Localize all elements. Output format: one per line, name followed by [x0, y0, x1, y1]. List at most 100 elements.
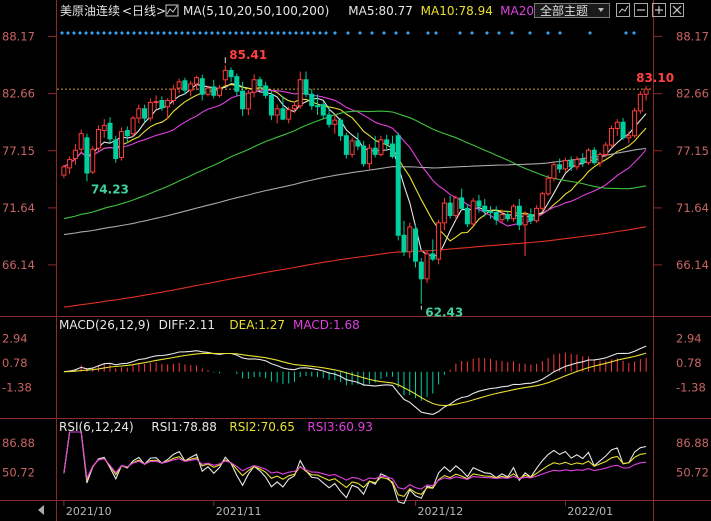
- high-annotation: 85.41: [229, 48, 267, 62]
- close-icon[interactable]: [670, 3, 684, 17]
- event-diamond-icon[interactable]: [120, 31, 124, 35]
- event-diamond-icon[interactable]: [102, 31, 106, 35]
- indicator-toggle-icon[interactable]: [165, 4, 179, 17]
- ma200-line: [63, 226, 647, 308]
- candle: [263, 81, 269, 99]
- candle: [614, 119, 620, 136]
- event-diamond-icon[interactable]: [288, 31, 292, 35]
- event-diamond-icon[interactable]: [252, 31, 256, 35]
- event-markers[interactable]: [60, 31, 636, 35]
- event-diamond-icon[interactable]: [558, 31, 562, 35]
- event-diamond-icon[interactable]: [276, 31, 280, 35]
- event-diamond-icon[interactable]: [434, 31, 438, 35]
- candle: [580, 153, 586, 167]
- event-diamond-icon[interactable]: [394, 31, 398, 35]
- price-tick-right-4: 66.14: [676, 258, 709, 272]
- price-annotations: 85.41 74.23 62.43 83.10: [91, 48, 674, 319]
- event-diamond-icon[interactable]: [306, 31, 310, 35]
- event-diamond-icon[interactable]: [96, 31, 100, 35]
- event-diamond-icon[interactable]: [270, 31, 274, 35]
- ma-legend-item-0: MA(5,10,20,50,100,200): [183, 4, 329, 18]
- event-diamond-icon[interactable]: [246, 31, 250, 35]
- event-diamond-icon[interactable]: [382, 31, 386, 35]
- candle: [315, 94, 321, 116]
- candle: [332, 115, 338, 134]
- event-diamond-icon[interactable]: [624, 31, 628, 35]
- plus-icon[interactable]: [652, 3, 666, 17]
- event-diamond-icon[interactable]: [264, 31, 268, 35]
- event-diamond-icon[interactable]: [78, 31, 82, 35]
- candle: [343, 132, 349, 159]
- event-diamond-icon[interactable]: [426, 31, 430, 35]
- event-diamond-icon[interactable]: [84, 31, 88, 35]
- event-diamond-icon[interactable]: [312, 31, 316, 35]
- chart-settings-icon[interactable]: [616, 3, 630, 17]
- event-diamond-icon[interactable]: [318, 31, 322, 35]
- theme-dropdown[interactable]: 全部主题: [534, 3, 610, 18]
- minus-icon[interactable]: [634, 3, 648, 17]
- event-diamond-icon[interactable]: [240, 31, 244, 35]
- event-diamond-icon[interactable]: [510, 31, 514, 35]
- event-diamond-icon[interactable]: [114, 31, 118, 35]
- event-diamond-icon[interactable]: [300, 31, 304, 35]
- event-diamond-icon[interactable]: [60, 31, 64, 35]
- event-diamond-icon[interactable]: [174, 31, 178, 35]
- event-diamond-icon[interactable]: [210, 31, 214, 35]
- event-diamond-icon[interactable]: [162, 31, 166, 35]
- event-diamond-icon[interactable]: [258, 31, 262, 35]
- event-diamond-icon[interactable]: [216, 31, 220, 35]
- candle: [130, 116, 136, 137]
- event-diamond-icon[interactable]: [470, 31, 474, 35]
- event-diamond-icon[interactable]: [546, 31, 550, 35]
- candle: [72, 144, 78, 165]
- candle: [413, 224, 419, 268]
- candle: [378, 135, 384, 157]
- scroll-left-icon[interactable]: [38, 505, 44, 515]
- candle: [245, 90, 251, 116]
- event-diamond-icon[interactable]: [228, 31, 232, 35]
- event-diamond-icon[interactable]: [497, 31, 501, 35]
- event-diamond-icon[interactable]: [324, 31, 328, 35]
- event-diamond-icon[interactable]: [282, 31, 286, 35]
- event-diamond-icon[interactable]: [186, 31, 190, 35]
- event-diamond-icon[interactable]: [66, 31, 70, 35]
- legend-item-3: MACD:1.68: [293, 318, 360, 332]
- event-diamond-icon[interactable]: [234, 31, 238, 35]
- event-diamond-icon[interactable]: [156, 31, 160, 35]
- event-diamond-icon[interactable]: [150, 31, 154, 35]
- event-diamond-icon[interactable]: [138, 31, 142, 35]
- event-diamond-icon[interactable]: [358, 31, 362, 35]
- event-diamond-icon[interactable]: [370, 31, 374, 35]
- event-diamond-icon[interactable]: [72, 31, 76, 35]
- event-diamond-icon[interactable]: [90, 31, 94, 35]
- event-diamond-icon[interactable]: [144, 31, 148, 35]
- candle: [147, 98, 153, 122]
- event-diamond-icon[interactable]: [126, 31, 130, 35]
- candle: [395, 132, 401, 241]
- event-diamond-icon[interactable]: [132, 31, 136, 35]
- event-diamond-icon[interactable]: [222, 31, 226, 35]
- event-diamond-icon[interactable]: [528, 31, 532, 35]
- candle: [274, 104, 280, 124]
- event-diamond-icon[interactable]: [333, 31, 337, 35]
- event-diamond-icon[interactable]: [458, 31, 462, 35]
- event-diamond-icon[interactable]: [406, 31, 410, 35]
- event-diamond-icon[interactable]: [346, 31, 350, 35]
- event-diamond-icon[interactable]: [108, 31, 112, 35]
- event-diamond-icon[interactable]: [198, 31, 202, 35]
- macd-tick-left-1: 0.78: [2, 356, 28, 370]
- event-diamond-icon[interactable]: [204, 31, 208, 35]
- instrument-name: 美原油连续: [60, 3, 120, 18]
- event-diamond-icon[interactable]: [192, 31, 196, 35]
- event-diamond-icon[interactable]: [168, 31, 172, 35]
- event-diamond-icon[interactable]: [180, 31, 184, 35]
- event-diamond-icon[interactable]: [588, 31, 592, 35]
- candle: [534, 205, 540, 223]
- event-diamond-icon[interactable]: [485, 31, 489, 35]
- event-diamond-icon[interactable]: [632, 31, 636, 35]
- last-annotation: 83.10: [636, 71, 674, 85]
- period-label[interactable]: <日线>: [122, 4, 166, 18]
- event-diamond-icon[interactable]: [294, 31, 298, 35]
- candle: [637, 91, 643, 114]
